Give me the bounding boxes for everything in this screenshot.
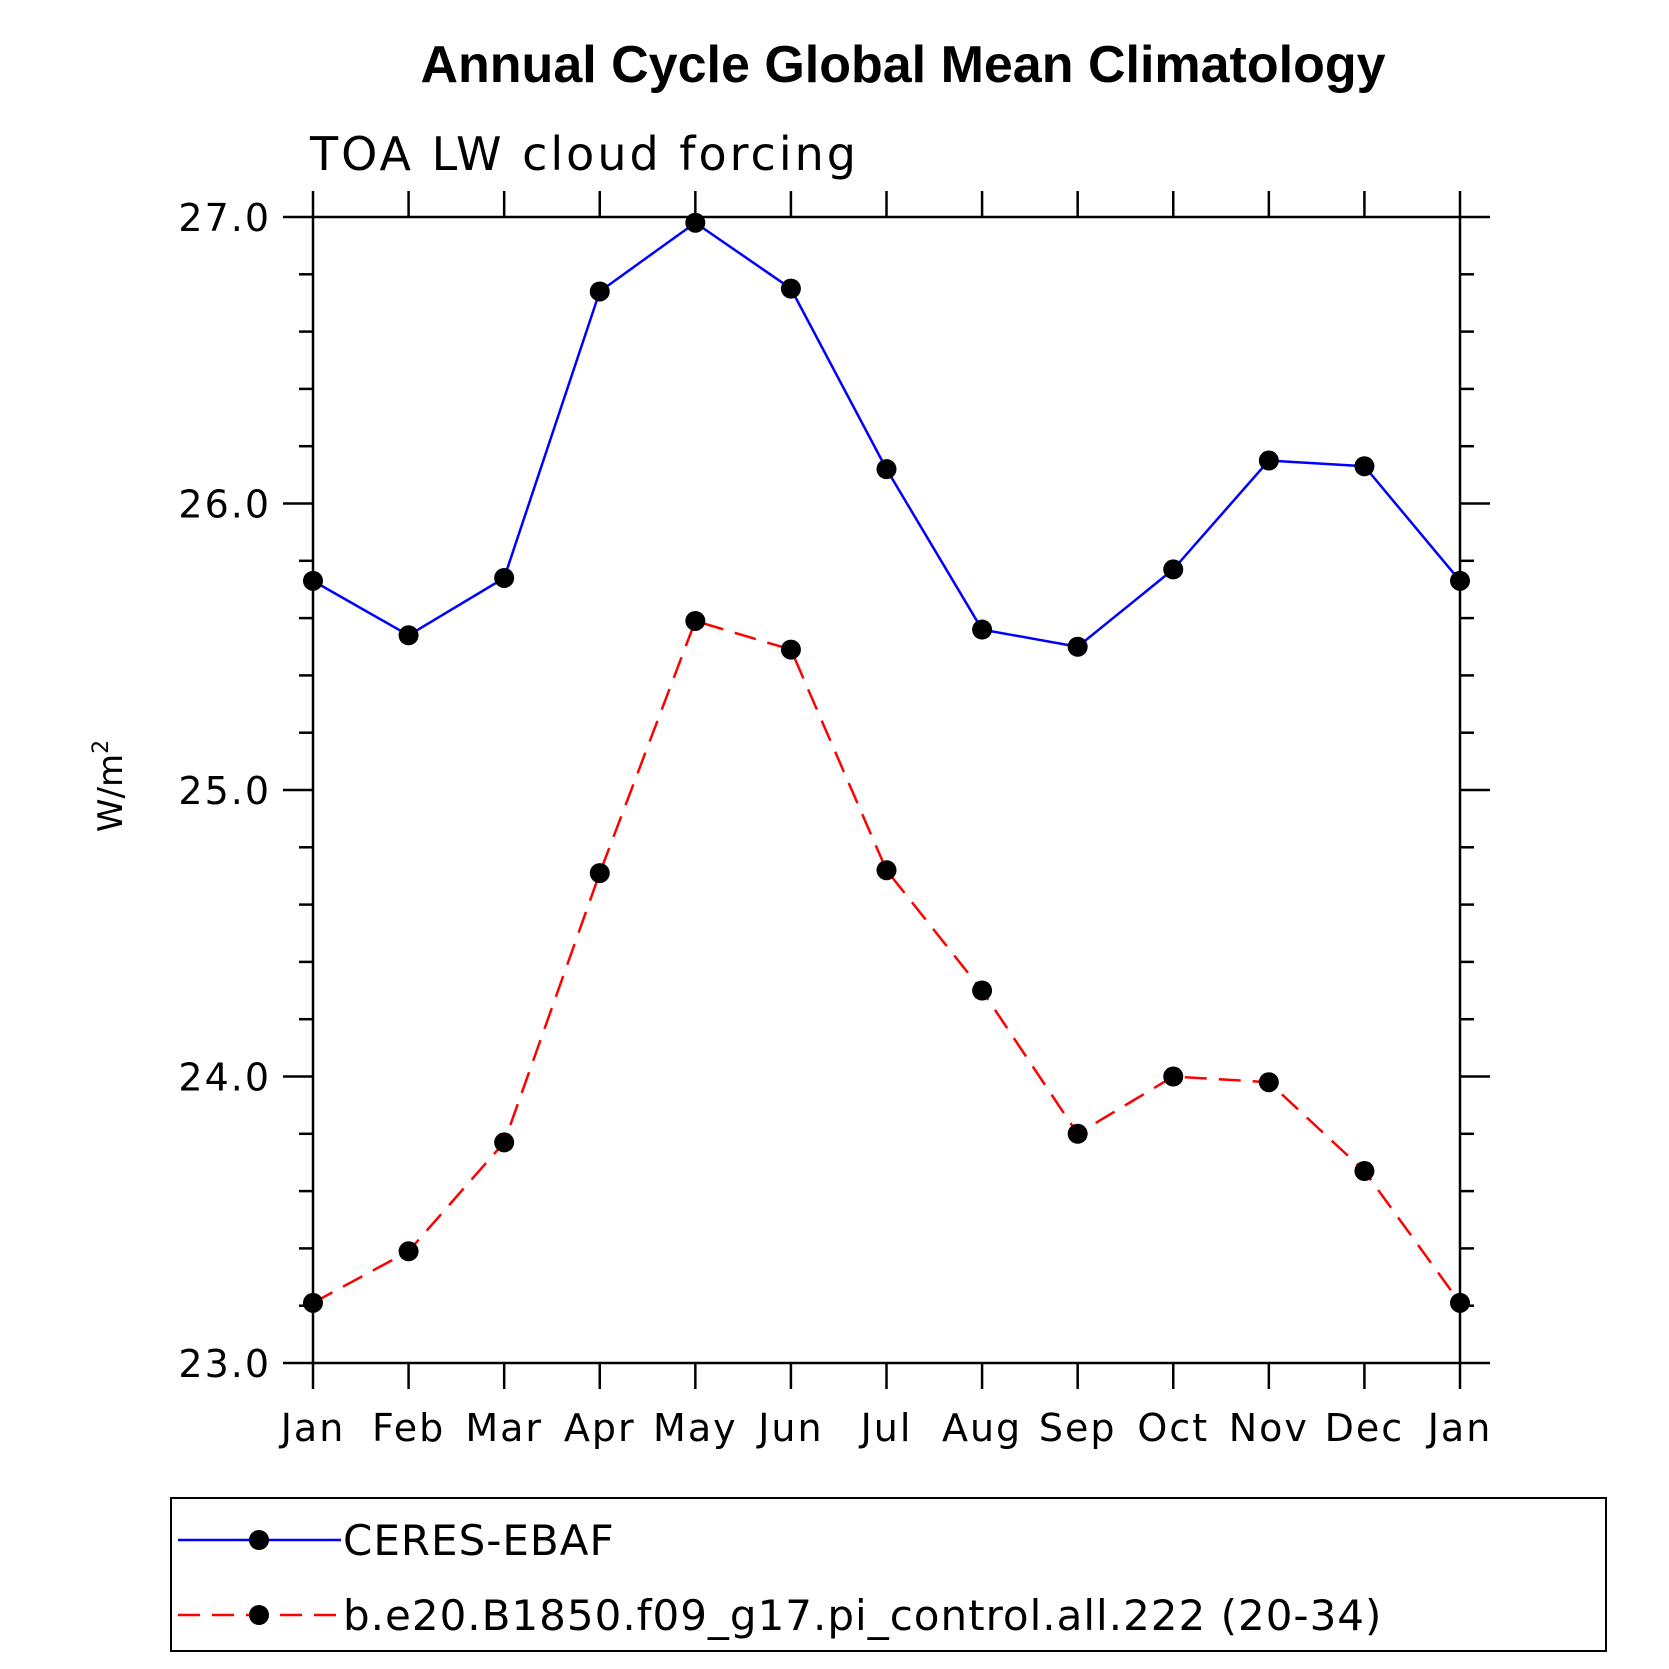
data-point-0 [1067, 636, 1088, 657]
data-point-1 [398, 1241, 419, 1262]
x-tick-label: Nov [1229, 1406, 1309, 1450]
x-tick-label: Feb [372, 1406, 445, 1450]
x-tick-label: Jan [1426, 1406, 1493, 1450]
data-point-1 [1354, 1161, 1375, 1182]
x-tick-label: Mar [465, 1406, 543, 1450]
legend-label-0: CERES-EBAF [343, 1516, 615, 1565]
data-point-1 [780, 639, 801, 660]
y-tick-label: 27.0 [178, 196, 271, 240]
data-point-0 [1354, 456, 1375, 477]
data-point-0 [494, 567, 515, 588]
data-point-1 [494, 1132, 515, 1153]
data-point-1 [1258, 1072, 1279, 1093]
y-axis-label: W/m2 [89, 740, 131, 832]
data-point-0 [398, 625, 419, 646]
y-tick-label: 23.0 [178, 1342, 271, 1386]
legend-marker-1 [249, 1605, 269, 1625]
data-point-0 [685, 212, 706, 233]
data-point-1 [1067, 1123, 1088, 1144]
y-axis-label-superscript: 2 [89, 740, 114, 754]
x-tick-label: Sep [1039, 1406, 1117, 1450]
legend-box [170, 1497, 1607, 1652]
legend-marker-0 [249, 1530, 269, 1550]
plot-axes: Jan Feb Mar Apr May Jun Jul Aug Sep Oct Nov Dec Jan2… [178, 191, 1493, 1450]
data-point-0 [972, 619, 993, 640]
x-tick-label: Apr [564, 1406, 636, 1450]
x-tick-label: May [653, 1406, 738, 1450]
series-line-0 [312, 221, 1461, 649]
series-line-1 [312, 619, 1462, 1304]
data-point-0 [780, 278, 801, 299]
series-layer [303, 212, 1470, 1313]
legend: CERES-EBAF b.e20.B1850.f09_g17.pi_control… [170, 1497, 1607, 1652]
y-axis-label-text: W/m [91, 754, 131, 832]
data-point-1 [1450, 1292, 1470, 1313]
x-tick-label: Jan [279, 1406, 346, 1450]
x-tick-label: Dec [1325, 1406, 1405, 1450]
y-tick-label: 24.0 [178, 1056, 271, 1100]
x-tick-label: Jul [859, 1406, 913, 1450]
data-point-0 [1163, 559, 1184, 580]
data-point-0 [589, 281, 610, 302]
data-point-1 [685, 610, 706, 631]
chart-title: Annual Cycle Global Mean Climatology [420, 36, 1385, 94]
data-point-1 [1163, 1066, 1184, 1087]
data-point-0 [876, 459, 897, 480]
svg-text:W/m2: W/m2 [89, 740, 131, 832]
x-tick-label: Jun [756, 1406, 823, 1450]
chart-subtitle: TOA LW cloud forcing [309, 127, 859, 181]
legend-label-1: b.e20.B1850.f09_g17.pi_control.all.222 (… [343, 1591, 1382, 1640]
x-tick-label: Oct [1137, 1406, 1209, 1450]
data-point-0 [303, 570, 323, 591]
y-tick-label: 25.0 [178, 769, 271, 813]
data-point-1 [303, 1292, 323, 1313]
data-point-0 [1258, 450, 1279, 471]
plot-frame [311, 215, 1462, 1365]
data-point-1 [972, 980, 993, 1001]
data-point-1 [876, 860, 897, 881]
data-point-0 [1450, 570, 1470, 591]
data-point-1 [589, 863, 610, 884]
y-tick-label: 26.0 [178, 483, 271, 527]
x-tick-label: Aug [942, 1406, 1022, 1450]
